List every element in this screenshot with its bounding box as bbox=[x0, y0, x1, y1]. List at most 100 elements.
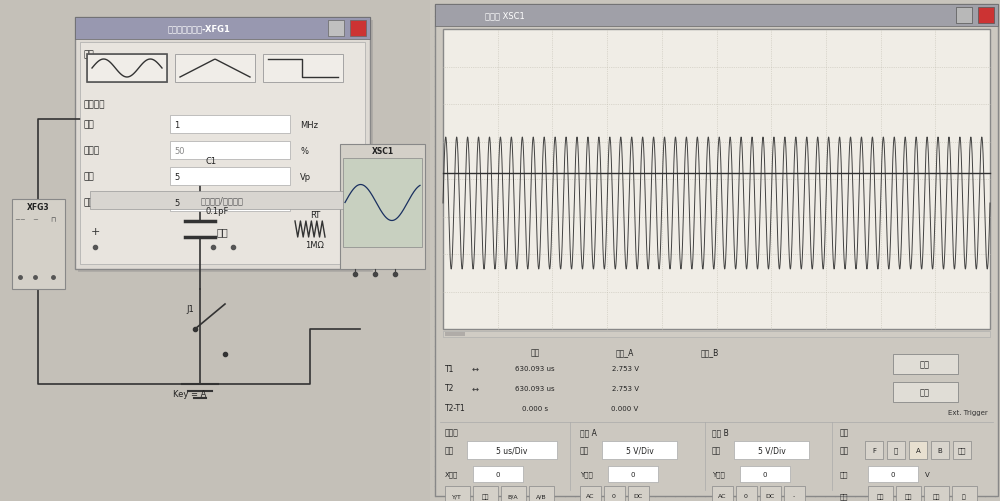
Text: AC: AC bbox=[718, 493, 726, 498]
Bar bbox=[170, 168, 290, 186]
Text: 通道_B: 通道_B bbox=[701, 348, 719, 357]
Bar bbox=[893, 354, 958, 374]
Bar bbox=[443, 331, 990, 337]
Text: 函数信号发生器-XFG1: 函数信号发生器-XFG1 bbox=[167, 25, 230, 34]
Bar bbox=[170, 142, 290, 160]
Text: 标准: 标准 bbox=[904, 493, 912, 499]
Text: -: - bbox=[348, 226, 352, 236]
Text: ~~: ~~ bbox=[14, 216, 26, 222]
Text: RT: RT bbox=[310, 210, 320, 219]
Bar bbox=[909, 441, 927, 459]
Text: 占空比: 占空比 bbox=[83, 146, 99, 155]
Text: 0: 0 bbox=[631, 471, 635, 477]
Text: B: B bbox=[938, 447, 942, 453]
Bar bbox=[467, 441, 557, 459]
Bar bbox=[604, 486, 625, 501]
Bar bbox=[887, 441, 905, 459]
Text: 0: 0 bbox=[763, 471, 767, 477]
Text: 5 V/Div: 5 V/Div bbox=[626, 445, 654, 454]
Bar bbox=[87, 55, 167, 83]
Bar bbox=[580, 486, 601, 501]
Text: 50: 50 bbox=[174, 146, 185, 155]
Text: 保存: 保存 bbox=[920, 388, 930, 397]
Text: ⊓: ⊓ bbox=[50, 216, 56, 222]
Text: 2.753 V: 2.753 V bbox=[612, 385, 639, 391]
Text: Y位置: Y位置 bbox=[580, 471, 593, 477]
Text: 0: 0 bbox=[496, 471, 500, 477]
Bar bbox=[529, 486, 554, 501]
Bar bbox=[340, 145, 425, 270]
Text: 频率: 频率 bbox=[83, 120, 94, 129]
Bar bbox=[501, 486, 526, 501]
Text: 触发: 触发 bbox=[840, 428, 849, 437]
Text: 5 us/Div: 5 us/Div bbox=[496, 445, 528, 454]
Text: 0.1pF: 0.1pF bbox=[205, 207, 228, 216]
Bar bbox=[80, 43, 365, 265]
Bar bbox=[343, 159, 422, 247]
Bar bbox=[978, 8, 994, 24]
Bar bbox=[712, 486, 733, 501]
Bar bbox=[435, 5, 998, 27]
Text: A/B: A/B bbox=[536, 493, 546, 498]
Text: 0.000 V: 0.000 V bbox=[611, 405, 639, 411]
Bar bbox=[0, 0, 430, 501]
Bar bbox=[473, 486, 498, 501]
Text: Y/T: Y/T bbox=[452, 493, 462, 498]
Text: 无: 无 bbox=[962, 493, 966, 499]
Text: 正弦: 正弦 bbox=[876, 493, 884, 499]
Bar bbox=[440, 339, 993, 494]
Bar bbox=[170, 116, 290, 134]
Text: 边沿: 边沿 bbox=[840, 445, 849, 454]
Text: Key = A: Key = A bbox=[173, 390, 207, 399]
Bar bbox=[931, 441, 949, 459]
Text: 乙: 乙 bbox=[894, 447, 898, 453]
Text: 比例: 比例 bbox=[445, 445, 454, 454]
Bar bbox=[328, 21, 344, 37]
Bar bbox=[170, 193, 290, 211]
Text: 630.093 us: 630.093 us bbox=[515, 385, 555, 391]
Text: 0.000 s: 0.000 s bbox=[522, 405, 548, 411]
Text: 自动: 自动 bbox=[932, 493, 940, 499]
Text: Y位置: Y位置 bbox=[712, 471, 725, 477]
Text: F: F bbox=[872, 447, 876, 453]
Bar bbox=[90, 191, 355, 209]
Text: 0: 0 bbox=[891, 471, 895, 477]
Bar bbox=[740, 466, 790, 482]
Bar bbox=[78, 21, 373, 273]
Text: -: - bbox=[793, 493, 795, 498]
Text: 设置上升/下降时间: 设置上升/下降时间 bbox=[201, 196, 244, 205]
Text: MHz: MHz bbox=[300, 120, 318, 129]
Bar bbox=[350, 21, 366, 37]
Text: 通道 A: 通道 A bbox=[580, 428, 597, 437]
Text: 电平: 电平 bbox=[840, 471, 848, 477]
Text: X位置: X位置 bbox=[445, 471, 458, 477]
Text: T2: T2 bbox=[445, 384, 454, 393]
Text: 1: 1 bbox=[174, 120, 179, 129]
Bar bbox=[602, 441, 677, 459]
Bar bbox=[952, 486, 977, 501]
Text: 2.753 V: 2.753 V bbox=[612, 365, 639, 371]
Text: 0: 0 bbox=[612, 493, 616, 498]
Text: T2-T1: T2-T1 bbox=[445, 404, 466, 413]
Text: 振幅: 振幅 bbox=[83, 172, 94, 181]
Text: V: V bbox=[925, 471, 930, 477]
Text: 示波器 XSC1: 示波器 XSC1 bbox=[485, 12, 525, 21]
Text: XFG3: XFG3 bbox=[27, 203, 50, 212]
Text: ~: ~ bbox=[32, 216, 38, 222]
Bar bbox=[956, 8, 972, 24]
Text: 偏移: 偏移 bbox=[83, 198, 94, 207]
Bar bbox=[12, 199, 65, 290]
Bar bbox=[760, 486, 781, 501]
Text: J1: J1 bbox=[186, 305, 194, 314]
Bar bbox=[608, 466, 658, 482]
Text: 5: 5 bbox=[174, 172, 179, 181]
Text: 比例: 比例 bbox=[580, 445, 589, 454]
Text: 时间: 时间 bbox=[530, 348, 540, 357]
Bar bbox=[868, 466, 918, 482]
Bar bbox=[868, 486, 893, 501]
Bar bbox=[893, 382, 958, 402]
Bar bbox=[435, 5, 998, 496]
Bar bbox=[628, 486, 649, 501]
Text: 比例: 比例 bbox=[712, 445, 721, 454]
Text: 通道 B: 通道 B bbox=[712, 428, 729, 437]
